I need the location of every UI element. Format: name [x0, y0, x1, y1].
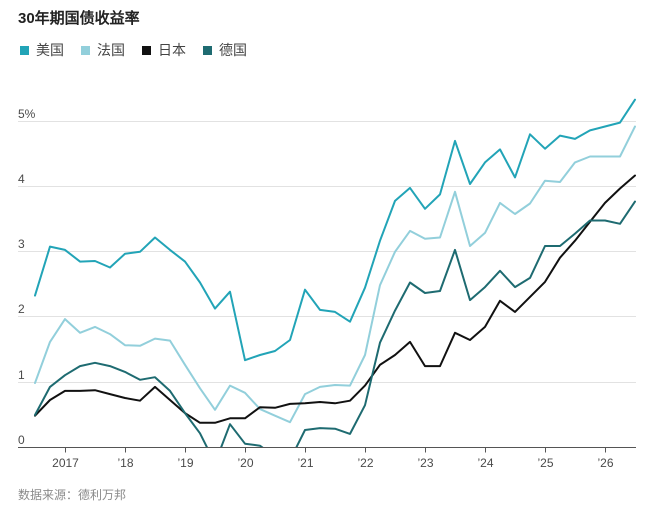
series-line-us [34, 98, 636, 362]
x-tick-label: ’25 [537, 456, 553, 470]
x-tick-label: 2017 [52, 456, 79, 470]
axes: 0 1 2 3 4 5% 2017 ’18 ’19 ’20 ’21 ’22 ’23 ’24 ’25 ’26 [18, 107, 636, 470]
x-tick-label: ’19 [177, 456, 193, 470]
y-tick-label: 1 [18, 368, 25, 382]
legend-swatch-japan [142, 46, 151, 55]
y-tick-label: 4 [18, 172, 25, 186]
y-tick-label: 2 [18, 302, 25, 316]
x-tick-label: ’24 [477, 456, 493, 470]
x-tick-label: ’21 [297, 456, 313, 470]
series-line-france [34, 125, 636, 424]
legend-swatch-france [81, 46, 90, 55]
x-tick-label: ’20 [237, 456, 253, 470]
legend-label-japan: 日本 [158, 42, 186, 58]
legend: 美国 法国 日本 德国 [20, 42, 264, 59]
legend-item-germany: 德国 [203, 42, 247, 59]
legend-swatch-us [20, 46, 29, 55]
x-tick-label: ’26 [597, 456, 613, 470]
legend-item-france: 法国 [81, 42, 125, 59]
x-tick-label: ’18 [117, 456, 133, 470]
x-tick-label: ’22 [357, 456, 373, 470]
series-line-germany [34, 200, 636, 447]
legend-label-france: 法国 [97, 42, 125, 58]
series-line-japan [34, 174, 636, 424]
x-tick-label: ’23 [417, 456, 433, 470]
y-tick-label: 3 [18, 237, 25, 251]
source-note: 数据来源：德利万邦 [18, 488, 127, 502]
chart-title: 30年期国债收益率 [18, 10, 140, 27]
series-lines [34, 98, 636, 447]
legend-label-us: 美国 [36, 42, 64, 58]
y-tick-label: 5% [18, 107, 36, 121]
legend-label-germany: 德国 [219, 42, 247, 58]
gridlines [18, 121, 636, 383]
legend-swatch-germany [203, 46, 212, 55]
legend-item-us: 美国 [20, 42, 64, 59]
legend-item-japan: 日本 [142, 42, 186, 59]
y-tick-label: 0 [18, 433, 25, 447]
